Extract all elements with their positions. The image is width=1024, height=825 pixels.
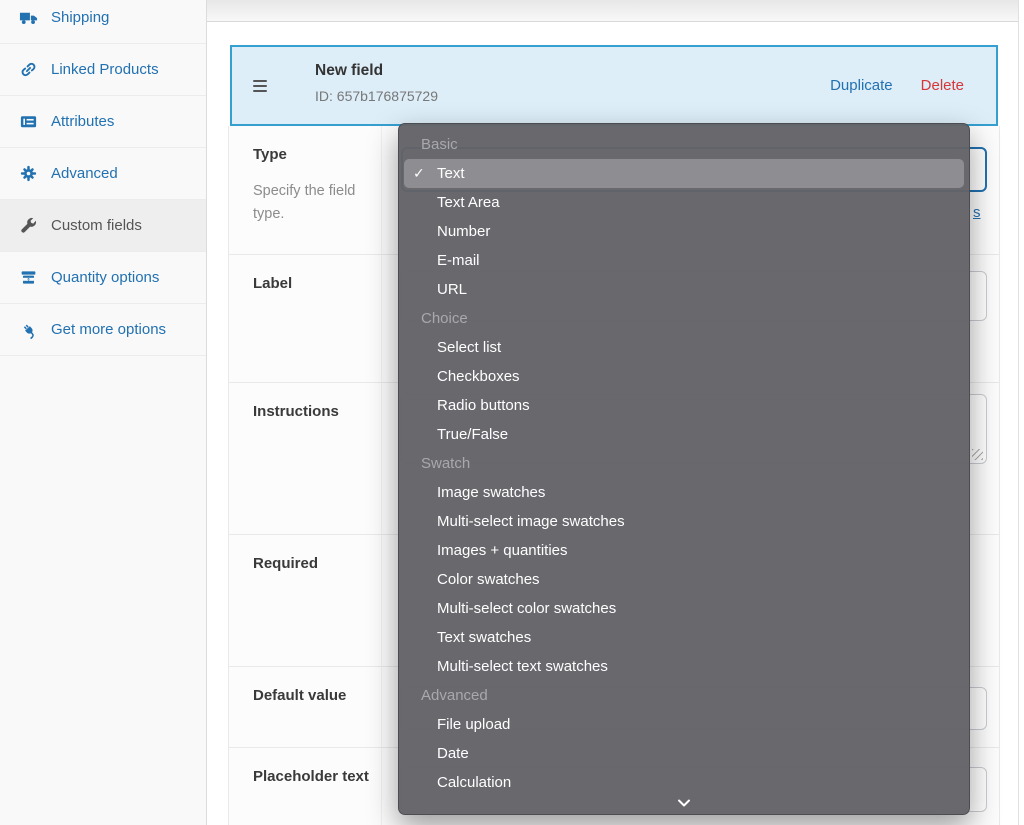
textarea-resize-handle[interactable] xyxy=(972,449,983,460)
form-row-label: Default value xyxy=(253,687,347,704)
duplicate-button[interactable]: Duplicate xyxy=(830,77,893,94)
dropdown-group-label: Advanced xyxy=(421,687,488,704)
field-id: ID: 657b176875729 xyxy=(315,88,438,104)
sidebar-item-custom-fields[interactable]: Custom fields xyxy=(0,200,206,252)
dropdown-options-list: Basic ✓ Text Text Area Number E-mail URL Choice… xyxy=(399,130,969,797)
dropdown-option-multi-select-image-swatches[interactable]: Multi-select image swatches xyxy=(437,513,625,530)
dropdown-group-label: Basic xyxy=(421,136,458,153)
field-types-link-partial[interactable]: s xyxy=(973,204,981,221)
label-column-divider xyxy=(381,667,382,747)
dropdown-option-calculation[interactable]: Calculation xyxy=(437,774,512,791)
delete-button[interactable]: Delete xyxy=(920,77,964,94)
panel-right-border xyxy=(1018,0,1019,825)
wrench-icon xyxy=(19,216,38,235)
sidebar-item-linked-products[interactable]: Linked Products xyxy=(0,44,206,96)
label-column-divider xyxy=(381,126,382,254)
field-card-titles: New field ID: 657b176875729 xyxy=(315,62,438,104)
dropdown-group-label: Swatch xyxy=(421,455,471,472)
sidebar-item-label: Shipping xyxy=(51,9,110,26)
dropdown-option-e-mail[interactable]: E-mail xyxy=(437,252,480,269)
sidebar-item-quantity-options[interactable]: Quantity options xyxy=(0,252,206,304)
dropdown-scroll-more[interactable] xyxy=(399,795,969,811)
form-row-label: Instructions xyxy=(253,403,339,420)
dropdown-option-text-swatches[interactable]: Text swatches xyxy=(437,629,532,646)
dropdown-option-multi-select-color-swatches[interactable]: Multi-select color swatches xyxy=(437,600,617,617)
field-card-actions: Duplicate Delete xyxy=(830,47,964,124)
sidebar-item-label: Custom fields xyxy=(51,217,142,234)
link-icon xyxy=(19,60,38,79)
sidebar-item-shipping[interactable]: Shipping xyxy=(0,0,206,44)
panel-top-strip xyxy=(207,0,1018,22)
form-row-label: Type xyxy=(253,146,287,163)
product-data-sidebar: Shipping Linked Products Attributes Advance… xyxy=(0,0,207,825)
dropdown-option-url[interactable]: URL xyxy=(437,281,468,298)
sidebar-item-label: Attributes xyxy=(51,113,115,130)
dropdown-group-label: Choice xyxy=(421,310,468,327)
sidebar-item-advanced[interactable]: Advanced xyxy=(0,148,206,200)
dropdown-option-number[interactable]: Number xyxy=(437,223,491,240)
quantity-icon xyxy=(19,268,38,287)
dropdown-option-file-upload[interactable]: File upload xyxy=(437,716,511,733)
form-row-label: Label xyxy=(253,275,293,292)
drag-handle-icon[interactable] xyxy=(253,80,267,95)
form-row-placeholder-text: Placeholder text xyxy=(229,748,999,825)
dropdown-option-text[interactable]: ✓ Text xyxy=(404,159,964,188)
plug-icon xyxy=(19,320,38,339)
dropdown-option-image-swatches[interactable]: Image swatches xyxy=(437,484,546,501)
dropdown-option-radio-buttons[interactable]: Radio buttons xyxy=(437,397,530,414)
custom-field-card-header: New field ID: 657b176875729 Duplicate De… xyxy=(230,45,998,126)
dropdown-option-text-area[interactable]: Text Area xyxy=(437,194,500,211)
sidebar-item-attributes[interactable]: Attributes xyxy=(0,96,206,148)
label-column-divider xyxy=(381,383,382,534)
field-type-dropdown: Basic ✓ Text Text Area Number E-mail URL Choice… xyxy=(398,123,970,815)
dropdown-option-checkboxes[interactable]: Checkboxes xyxy=(437,368,520,385)
truck-icon xyxy=(19,8,38,27)
gear-icon xyxy=(19,164,38,183)
sidebar-list: Shipping Linked Products Attributes Advance… xyxy=(0,0,206,356)
sidebar-item-label: Linked Products xyxy=(51,61,159,78)
attributes-icon xyxy=(19,112,38,131)
dropdown-option-true-false[interactable]: True/False xyxy=(437,426,509,443)
sidebar-item-label: Quantity options xyxy=(51,269,160,286)
sidebar-item-get-more-options[interactable]: Get more options xyxy=(0,304,206,356)
label-column-divider xyxy=(381,255,382,382)
field-title: New field xyxy=(315,62,384,79)
dropdown-option-select-list[interactable]: Select list xyxy=(437,339,502,356)
label-column-divider xyxy=(381,748,382,825)
dropdown-option-date[interactable]: Date xyxy=(437,745,469,762)
form-row-description: Specify the field type. xyxy=(253,183,356,222)
dropdown-option-multi-select-text-swatches[interactable]: Multi-select text swatches xyxy=(437,658,608,675)
dropdown-option-color-swatches[interactable]: Color swatches xyxy=(437,571,540,588)
label-column-divider xyxy=(381,535,382,666)
form-row-label: Required xyxy=(253,555,319,572)
form-row-label: Placeholder text xyxy=(253,768,369,785)
checkmark-icon: ✓ xyxy=(413,165,425,181)
sidebar-item-label: Get more options xyxy=(51,321,167,338)
chevron-down-icon xyxy=(678,799,690,807)
dropdown-option-images-quantities[interactable]: Images + quantities xyxy=(437,542,568,559)
sidebar-item-label: Advanced xyxy=(51,165,118,182)
